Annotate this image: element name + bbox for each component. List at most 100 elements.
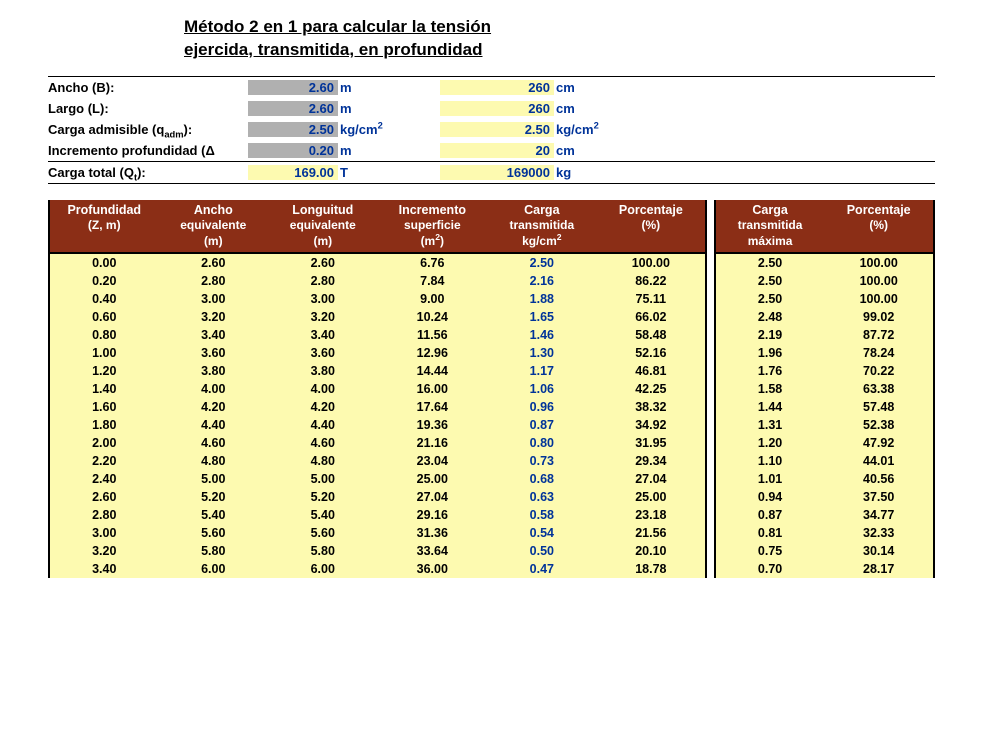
table-row: 2.605.205.2027.040.6325.000.9437.50 (49, 488, 934, 506)
param-unit-alt: kg (554, 165, 636, 180)
table-row: 2.405.005.0025.000.6827.041.0140.56 (49, 470, 934, 488)
cell (706, 542, 715, 560)
table-row: 2.204.804.8023.040.7329.341.1044.01 (49, 452, 934, 470)
cell: 5.80 (268, 542, 378, 560)
cell: 0.80 (49, 326, 159, 344)
param-value: 169.00 (248, 165, 338, 180)
param-unit: m (338, 80, 440, 95)
param-value-alt: 2.50 (440, 122, 554, 137)
title-line1: Método 2 en 1 para calcular la tensión (184, 17, 491, 36)
cell: 100.00 (824, 290, 934, 308)
cell: 66.02 (597, 308, 707, 326)
cell: 3.60 (268, 344, 378, 362)
cell: 21.16 (378, 434, 488, 452)
cell: 29.34 (597, 452, 707, 470)
cell: 3.40 (159, 326, 269, 344)
param-label: Incremento profundidad (Δ (48, 143, 248, 158)
cell: 2.80 (268, 272, 378, 290)
cell: 5.40 (268, 506, 378, 524)
cell (706, 380, 715, 398)
cell: 100.00 (597, 253, 707, 272)
cell: 52.38 (824, 416, 934, 434)
cell: 0.58 (487, 506, 597, 524)
cell (706, 272, 715, 290)
cell: 21.56 (597, 524, 707, 542)
col-porc-2: Porcentaje(%) (824, 200, 934, 253)
cell: 78.24 (824, 344, 934, 362)
param-unit-alt: cm (554, 80, 636, 95)
cell: 3.80 (268, 362, 378, 380)
cell (706, 362, 715, 380)
cell: 2.16 (487, 272, 597, 290)
cell: 0.75 (715, 542, 825, 560)
cell: 17.64 (378, 398, 488, 416)
cell: 1.20 (715, 434, 825, 452)
param-row: Ancho (B):2.60m260cm (48, 77, 935, 98)
table-row: 0.202.802.807.842.1686.222.50100.00 (49, 272, 934, 290)
param-row: Incremento profundidad (Δ0.20m20cm (48, 140, 935, 161)
cell: 32.33 (824, 524, 934, 542)
cell: 0.73 (487, 452, 597, 470)
cell: 6.00 (159, 560, 269, 578)
param-value-alt: 169000 (440, 165, 554, 180)
cell: 1.20 (49, 362, 159, 380)
cell (706, 560, 715, 578)
results-table: Profundidad(Z, m) Anchoequivalente(m) Lo… (48, 200, 935, 578)
cell: 3.00 (159, 290, 269, 308)
cell: 1.30 (487, 344, 597, 362)
parameter-block: Ancho (B):2.60m260cmLargo (L):2.60m260cm… (48, 76, 935, 184)
cell: 1.40 (49, 380, 159, 398)
cell: 25.00 (378, 470, 488, 488)
col-incr-sup: Incrementosuperficie(m2) (378, 200, 488, 253)
cell (706, 290, 715, 308)
table-row: 1.203.803.8014.441.1746.811.7670.22 (49, 362, 934, 380)
cell: 5.60 (268, 524, 378, 542)
cell: 2.80 (159, 272, 269, 290)
cell: 2.20 (49, 452, 159, 470)
cell: 99.02 (824, 308, 934, 326)
cell: 4.20 (159, 398, 269, 416)
table-body: 0.002.602.606.762.50100.002.50100.000.20… (49, 253, 934, 578)
cell: 0.80 (487, 434, 597, 452)
cell: 46.81 (597, 362, 707, 380)
param-row: Largo (L):2.60m260cm (48, 98, 935, 119)
table-row: 1.003.603.6012.961.3052.161.9678.24 (49, 344, 934, 362)
param-unit: T (338, 165, 440, 180)
cell (706, 398, 715, 416)
param-value: 2.50 (248, 122, 338, 137)
table-row: 1.804.404.4019.360.8734.921.3152.38 (49, 416, 934, 434)
cell: 3.40 (49, 560, 159, 578)
cell: 12.96 (378, 344, 488, 362)
param-value: 2.60 (248, 101, 338, 116)
cell: 1.88 (487, 290, 597, 308)
cell (706, 488, 715, 506)
cell: 7.84 (378, 272, 488, 290)
cell: 37.50 (824, 488, 934, 506)
cell: 4.20 (268, 398, 378, 416)
cell: 23.04 (378, 452, 488, 470)
cell: 5.60 (159, 524, 269, 542)
cell: 29.16 (378, 506, 488, 524)
col-carga-max: Cargatransmitidamáxima (715, 200, 825, 253)
cell: 63.38 (824, 380, 934, 398)
param-value: 0.20 (248, 143, 338, 158)
cell: 3.00 (49, 524, 159, 542)
cell: 2.80 (49, 506, 159, 524)
cell: 2.19 (715, 326, 825, 344)
cell: 0.00 (49, 253, 159, 272)
cell: 2.50 (715, 253, 825, 272)
cell: 1.80 (49, 416, 159, 434)
cell (706, 470, 715, 488)
cell: 25.00 (597, 488, 707, 506)
param-unit: m (338, 143, 440, 158)
cell: 0.50 (487, 542, 597, 560)
cell: 5.20 (159, 488, 269, 506)
cell: 0.63 (487, 488, 597, 506)
cell: 3.80 (159, 362, 269, 380)
cell (706, 524, 715, 542)
cell: 33.64 (378, 542, 488, 560)
param-unit: m (338, 101, 440, 116)
col-porc-1: Porcentaje(%) (597, 200, 707, 253)
cell: 2.50 (487, 253, 597, 272)
cell: 1.44 (715, 398, 825, 416)
